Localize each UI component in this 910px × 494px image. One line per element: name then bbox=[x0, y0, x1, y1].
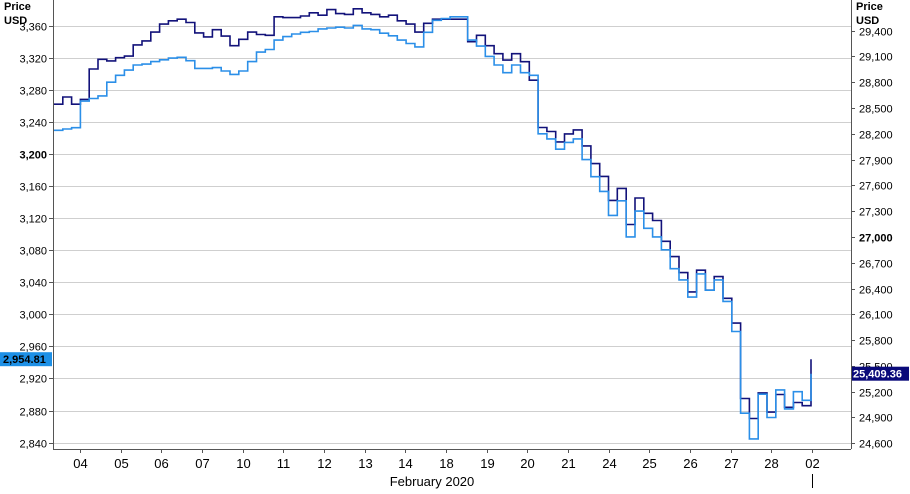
left-tick-label: 3,120 bbox=[19, 214, 47, 226]
right-tick-label: 26,700 bbox=[859, 259, 893, 271]
right-axis-unit: USD bbox=[856, 15, 879, 27]
left-tick-label: 3,160 bbox=[19, 182, 47, 194]
x-tick-label: 05 bbox=[114, 456, 128, 471]
x-tick-label: 14 bbox=[398, 456, 412, 471]
right-tick-label: 29,400 bbox=[859, 27, 893, 39]
right-axis-title: Price bbox=[856, 1, 883, 13]
right-tick-label: 24,900 bbox=[859, 413, 893, 425]
left-tick-label: 2,840 bbox=[19, 439, 47, 451]
x-tick-label: 04 bbox=[73, 456, 87, 471]
x-tick-label: 21 bbox=[561, 456, 575, 471]
x-tick-label: 12 bbox=[317, 456, 331, 471]
right-tick-label: 25,800 bbox=[859, 336, 893, 348]
left-tick-label: 3,000 bbox=[19, 310, 47, 322]
x-tick-label: 28 bbox=[764, 456, 778, 471]
right-tick-label: 28,800 bbox=[859, 78, 893, 90]
series-line-2 bbox=[54, 16, 812, 440]
left-tick-label: 3,360 bbox=[19, 22, 47, 34]
right-tick-label: 24,600 bbox=[859, 439, 893, 451]
x-tick-label: 24 bbox=[602, 456, 616, 471]
left-tick-label: 3,080 bbox=[19, 246, 47, 258]
left-axis-title: Price bbox=[4, 1, 31, 13]
x-axis-title: February 2020 bbox=[390, 474, 475, 489]
plot-area bbox=[53, 0, 851, 449]
left-tick-label: 2,880 bbox=[19, 407, 47, 419]
x-tick-label: 02 bbox=[805, 456, 819, 471]
x-tick-label: 19 bbox=[480, 456, 494, 471]
x-tick-label: 20 bbox=[520, 456, 534, 471]
left-last-value-label: 2,954.81 bbox=[3, 354, 46, 366]
left-last-value-tag bbox=[0, 352, 52, 367]
right-tick-label: 26,100 bbox=[859, 310, 893, 322]
right-tick-label: 25,200 bbox=[859, 388, 893, 400]
x-tick-label: 11 bbox=[277, 456, 291, 471]
right-tick-label: 27,900 bbox=[859, 156, 893, 168]
left-tick-label: 3,240 bbox=[19, 118, 47, 130]
right-last-value-label: 25,409.36 bbox=[853, 369, 902, 381]
x-tick-label: 27 bbox=[724, 456, 738, 471]
right-tick-label: 28,500 bbox=[859, 104, 893, 116]
right-last-value-tag bbox=[852, 366, 909, 381]
left-tick-label: 2,920 bbox=[19, 374, 47, 386]
left-axis-unit: USD bbox=[4, 15, 27, 27]
right-tick-label: 27,300 bbox=[859, 207, 893, 219]
x-tick-label: 10 bbox=[236, 456, 250, 471]
left-tick-label: 3,200 bbox=[19, 150, 47, 162]
left-tick-label: 2,960 bbox=[19, 342, 47, 354]
x-tick-label: 18 bbox=[439, 456, 453, 471]
left-tick-label: 3,320 bbox=[19, 54, 47, 66]
right-tick-label: 27,600 bbox=[859, 181, 893, 193]
right-tick-label: 29,100 bbox=[859, 52, 893, 64]
x-tick-label: 25 bbox=[642, 456, 656, 471]
x-tick-label: 06 bbox=[154, 456, 168, 471]
x-tick-label: 07 bbox=[195, 456, 209, 471]
right-tick-label: 27,000 bbox=[859, 233, 893, 245]
right-tick-label: 28,200 bbox=[859, 130, 893, 142]
x-tick-label: 13 bbox=[358, 456, 372, 471]
left-tick-label: 3,280 bbox=[19, 86, 47, 98]
x-tick-label: 26 bbox=[683, 456, 697, 471]
left-tick-label: 3,040 bbox=[19, 278, 47, 290]
right-tick-label: 26,400 bbox=[859, 285, 893, 297]
